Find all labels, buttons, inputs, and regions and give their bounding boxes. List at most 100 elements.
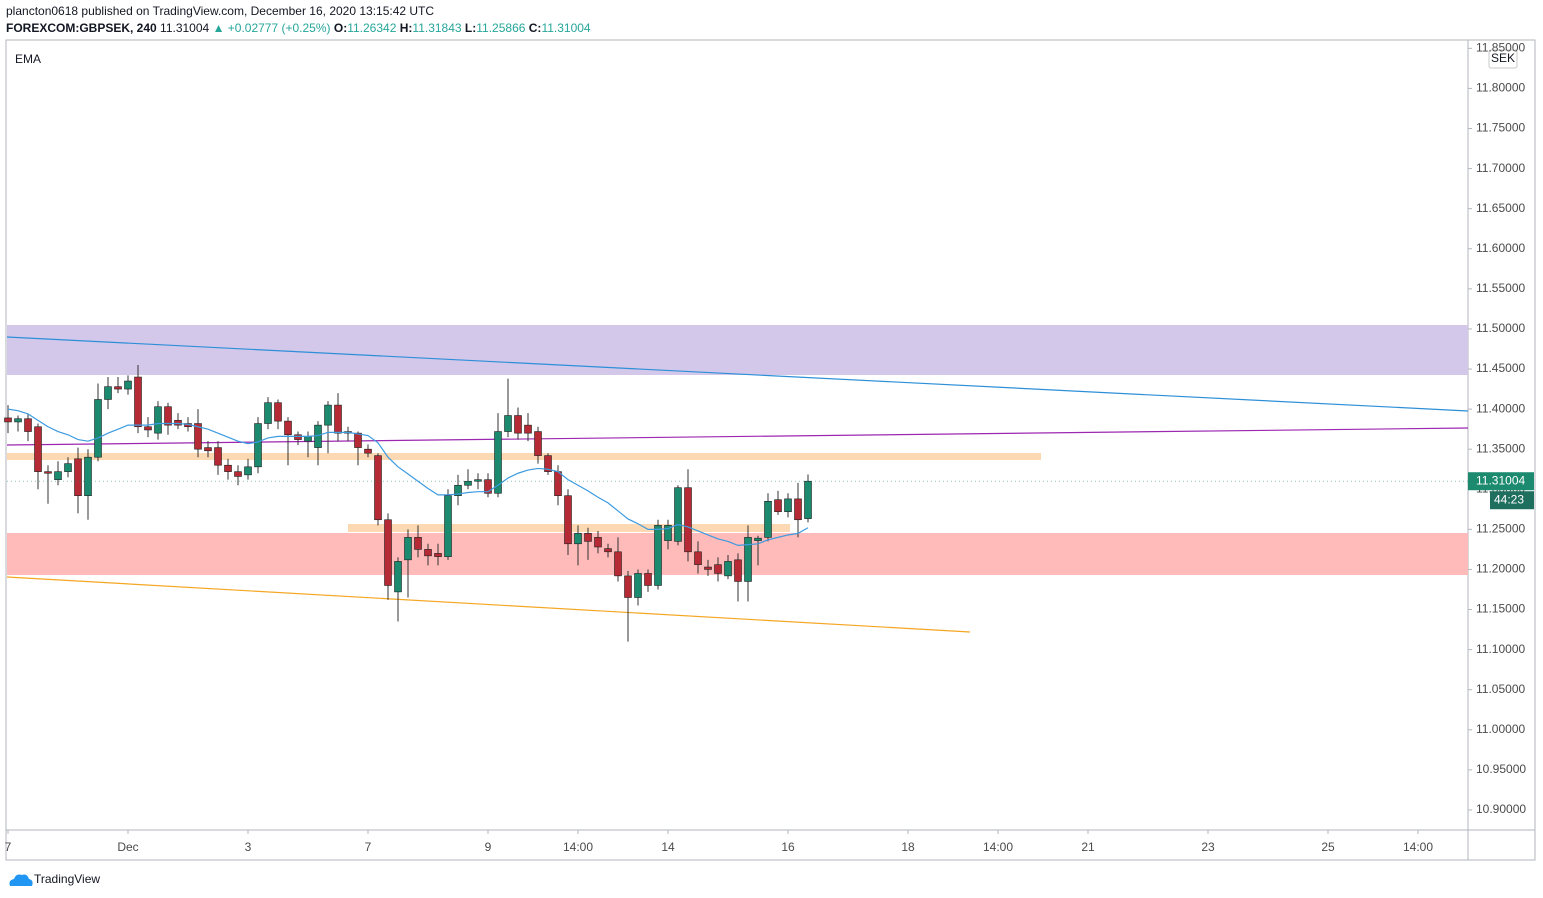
candle-body — [124, 380, 132, 390]
x-tick-label: 7 — [5, 840, 12, 854]
candle-body — [14, 418, 22, 423]
y-tick-label: 10.90000 — [1476, 802, 1526, 816]
plot — [4, 365, 812, 642]
candle-body — [794, 498, 802, 521]
y-tick-label: 11.85000 — [1476, 41, 1525, 55]
y-tick-label: 11.05000 — [1476, 682, 1525, 696]
candle-body — [174, 420, 182, 426]
candle-body — [144, 426, 152, 431]
candle-body — [684, 487, 692, 553]
x-tick-label: 14:00 — [983, 840, 1013, 854]
candle-body — [294, 434, 302, 440]
candle-body — [304, 436, 312, 442]
candle-body — [154, 406, 162, 434]
candle-body — [104, 386, 112, 400]
candle-body — [84, 456, 92, 496]
candle-body — [504, 415, 512, 432]
candle-body — [754, 537, 762, 541]
candle-body — [784, 498, 792, 513]
candle-body — [34, 426, 42, 472]
candle-body — [384, 519, 392, 586]
candle-body — [164, 406, 172, 426]
symbol-line: FOREXCOM:GBPSEK, 240 11.31004 ▲ +0.02777… — [6, 21, 591, 35]
logo — [9, 874, 33, 886]
candle-body — [444, 495, 452, 557]
x-tick-label: 14:00 — [1403, 840, 1433, 854]
candle-body — [544, 455, 552, 472]
candle-body — [74, 458, 82, 496]
trend-line — [6, 336, 1469, 412]
candle-body — [264, 402, 272, 424]
y-tick-label: 11.60000 — [1476, 241, 1525, 255]
x-tick-label: 3 — [245, 840, 252, 854]
candle-body — [804, 480, 812, 519]
y-tick-label: 10.95000 — [1476, 762, 1526, 776]
o-label: O: — [334, 21, 347, 35]
candle-body — [614, 551, 622, 577]
y-tick-label: 11.25000 — [1476, 522, 1525, 536]
o-value: 11.26342 — [347, 21, 396, 35]
y-tick-label: 11.15000 — [1476, 602, 1525, 616]
candle-body — [654, 525, 662, 586]
ema-line — [7, 408, 809, 547]
candle-body — [314, 424, 322, 448]
candle-body — [674, 487, 682, 542]
candle-body — [584, 533, 592, 542]
candle-body — [404, 537, 412, 561]
candle-body — [484, 479, 492, 494]
candle-body — [364, 448, 372, 454]
y-tick-label: 11.55000 — [1476, 281, 1525, 295]
candle-body — [134, 376, 142, 428]
level-band — [7, 453, 1041, 460]
candle-body — [564, 495, 572, 545]
h-label: H: — [400, 21, 413, 35]
candle-body — [4, 417, 12, 423]
candle-body — [114, 386, 122, 390]
last-value: 11.31004 — [160, 21, 209, 35]
candle-body — [44, 471, 52, 474]
trend-line — [6, 427, 1469, 446]
candle-body — [204, 447, 212, 452]
x-tick-label: 9 — [485, 840, 492, 854]
indicator-label: EMA — [15, 52, 41, 66]
candle-body — [424, 549, 432, 557]
resistance-zone — [7, 325, 1468, 375]
x-tick-label: 23 — [1201, 840, 1215, 854]
trend-line — [6, 576, 971, 633]
candle-body — [224, 464, 232, 472]
candle-body — [194, 423, 202, 450]
countdown-label: 44:23 — [1494, 492, 1524, 506]
candle-body — [634, 573, 642, 598]
candle-body — [574, 533, 582, 545]
brand: TradingView — [34, 872, 100, 886]
h-value: 11.31843 — [412, 21, 461, 35]
y-tick-label: 11.10000 — [1476, 642, 1525, 656]
y-tick-label: 11.70000 — [1476, 161, 1525, 175]
x-tick-label: 21 — [1081, 840, 1095, 854]
candle-body — [434, 553, 442, 557]
candle-body — [284, 420, 292, 436]
countdown-box — [1490, 491, 1534, 510]
candle-body — [24, 418, 32, 432]
candle-body — [644, 573, 652, 586]
c-label: C: — [529, 21, 542, 35]
c-value: 11.31004 — [541, 21, 590, 35]
candle-body — [94, 399, 102, 458]
candle-body — [394, 561, 402, 593]
candle-body — [254, 423, 262, 468]
candle-body — [64, 463, 72, 472]
x-tick-label: 16 — [781, 840, 795, 854]
logo-icon — [9, 874, 33, 886]
y-tick-label: 11.40000 — [1476, 401, 1525, 415]
candle-body — [744, 537, 752, 582]
candle-body — [334, 404, 342, 434]
candle-body — [524, 424, 532, 434]
candle-body — [664, 525, 672, 541]
candle-body — [694, 551, 702, 565]
y-tick-label: 11.75000 — [1476, 121, 1525, 135]
candle-body — [624, 575, 632, 598]
y-tick-label: 11.50000 — [1476, 321, 1525, 335]
currency-box — [1488, 49, 1518, 69]
candle-body — [374, 455, 382, 521]
